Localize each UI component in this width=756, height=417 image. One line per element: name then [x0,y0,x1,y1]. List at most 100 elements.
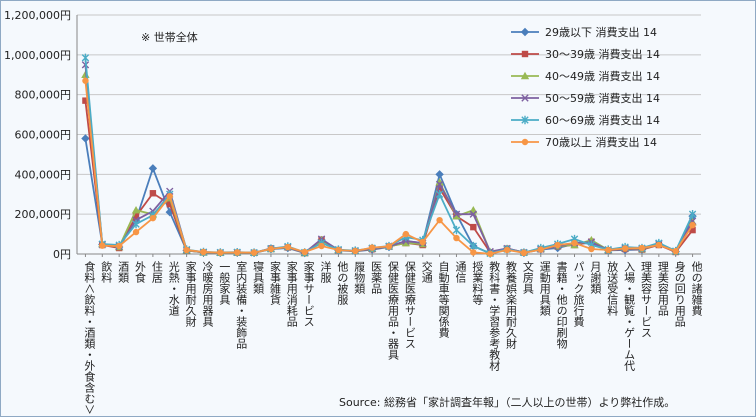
series-line [84,138,694,255]
legend-label: 50～59歳 消費支出 14 [545,91,660,105]
data-point [183,246,190,254]
data-point [217,249,224,256]
data-point [267,245,275,253]
data-point [419,238,426,246]
x-tick-label: 他の被服 [336,261,349,306]
x-tick-label: 他の諸雑費 [690,261,703,316]
x-tick-label: 光熱・水道 [167,260,180,316]
data-point [470,223,477,231]
data-point [132,219,140,229]
x-tick-label: 理美容サービス [639,261,652,338]
data-point [99,242,106,249]
data-point [81,53,90,63]
series-5 [81,53,697,258]
x-tick-label: 医薬品 [370,261,383,294]
source-note: Source: 総務省「家計調査年報」（二人以上の世帯）より弊社作成。 [339,396,676,409]
series-layer [81,53,697,258]
x-tick-label: 冷暖房用器具 [201,261,214,327]
data-point [82,77,89,84]
x-axis: 食料＜飲料・酒類・外食含む＞ 飲料 酒類 外食 住居 光熱・水道 家事用耐久財 冷暖房用器具一… [77,253,703,415]
legend-item: 40～49歳 消費支出 14 [511,69,660,83]
data-point [452,225,461,235]
x-tick-label: 寝具類 [252,260,265,295]
data-point [470,249,477,256]
data-point [81,134,90,143]
data-point [149,214,157,222]
series-4 [81,61,697,257]
data-point [149,190,157,197]
data-point [537,246,544,253]
x-tick-label: 室内装備・装飾品 [235,260,248,349]
x-tick-label: 保健医療用品・器具 [387,260,400,360]
x-tick-label: 文房具 [521,260,534,294]
x-tick-label: 家事用耐久財 [184,260,197,327]
x-tick-label: 洋服 [319,260,332,284]
legend-item: 29歳以下 消費支出 14 [511,25,657,39]
x-tick-label: 酒類 [117,261,130,284]
legend-item: 70歳以上 消費支出 14 [511,135,657,149]
x-tick-label: 入場・観覧・ゲーム代 [623,261,636,372]
y-tick-label: 600,000円 [15,129,72,142]
data-point [368,244,376,251]
x-tick-label: 書籍・他の印刷物 [555,260,568,349]
x-tick-label: 自動車等関係費 [437,261,450,338]
data-point [503,246,511,254]
x-tick-label: 外食 [134,261,147,284]
legend-marker [521,50,529,58]
data-point [452,210,461,218]
gridlines [77,14,701,255]
x-tick-label: 一般家具 [218,261,231,305]
x-tick-label: 家事サービス [302,260,315,327]
legend-label: 30～39歳 消費支出 14 [545,47,660,61]
x-tick-label: 食料＜飲料・酒類・外食含む＞ [83,260,96,415]
data-point [520,249,528,257]
data-point [469,241,478,251]
data-point [655,241,663,249]
data-point [621,245,629,252]
x-tick-label: 住居 [150,260,163,284]
x-tick-label: 交通 [420,260,433,283]
data-point [435,170,444,179]
data-point [469,205,478,214]
chart-note: ※ 世帯全体 [141,31,198,44]
data-point [689,226,696,234]
data-point [131,205,141,214]
x-tick-label: 飲料 [100,260,113,284]
legend-label: 60～69歳 消費支出 14 [545,113,660,127]
data-point [82,97,89,104]
y-tick-label: 1,000,000円 [4,49,71,62]
x-tick-label: 放送受信料 [606,260,619,317]
legend-item: 30～39歳 消費支出 14 [511,47,660,61]
data-point [469,210,478,218]
x-tick-label: 身の回り用品 [673,260,686,327]
x-tick-label: 通信 [454,261,467,284]
data-point [435,178,444,186]
data-point [588,245,595,253]
data-point [385,243,393,250]
data-point [166,201,173,208]
data-point [435,190,444,199]
data-point [402,230,410,238]
data-point [166,193,173,200]
legend-marker [520,71,530,80]
legend-marker [521,115,529,125]
x-tick-label: 理美容用品 [656,261,669,316]
data-point [672,248,679,255]
y-axis: 0円 200,000円 400,000円 600,000円 800,000円 1,000,… [4,9,78,261]
data-point [200,248,207,256]
legend-marker [520,27,530,37]
data-point [689,221,696,229]
x-tick-label: 家事用消耗品 [285,260,298,327]
data-point [435,180,444,188]
data-point [301,248,308,256]
x-tick-label: 教養娯楽用耐久財 [505,261,518,349]
data-point [638,244,646,252]
x-tick-label: 月謝類 [589,261,602,295]
data-point [234,249,241,256]
data-point [486,250,494,258]
y-tick-label: 400,000円 [15,168,72,181]
x-tick-label: 教科書・学習参考教材 [488,261,501,371]
data-point [554,241,561,249]
